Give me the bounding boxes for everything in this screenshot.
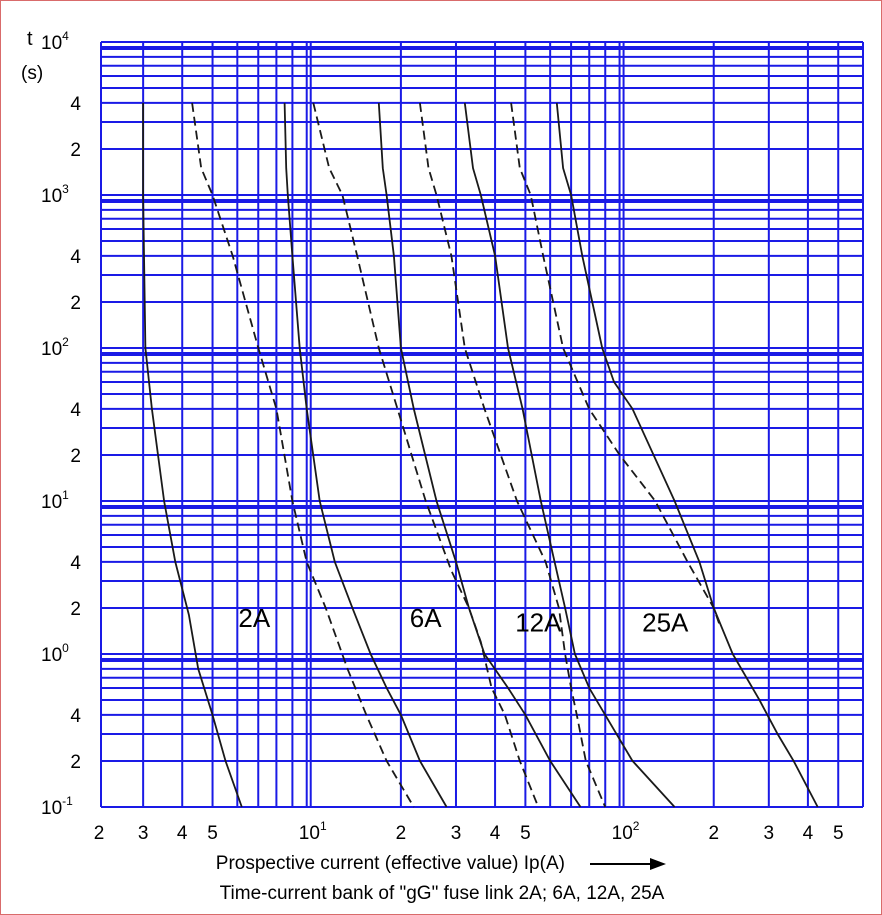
curve-label-6A: 6A <box>410 603 442 633</box>
x-tick-label: 5 <box>207 823 218 844</box>
x-tick-label: 3 <box>138 823 149 844</box>
x-tick-label: 3 <box>451 823 462 844</box>
curve-6A-solid <box>283 102 448 808</box>
curve-label-25A: 25A <box>642 608 689 638</box>
curve-label-12A: 12A <box>515 608 562 638</box>
x-tick-label: 2 <box>94 823 105 844</box>
fuse-curves <box>142 102 819 808</box>
x-tick-label: 2 <box>396 823 407 844</box>
y-axis-unit: (s) <box>21 63 43 84</box>
x-tick-label: 3 <box>764 823 775 844</box>
y-axis-symbol: t <box>27 28 33 50</box>
y-tick-label: 2 <box>70 752 81 773</box>
x-tick-label: 4 <box>490 823 501 844</box>
curve-25A-dashed <box>510 102 722 628</box>
curve-2A-dashed <box>191 102 415 808</box>
y-tick-label: 4 <box>70 94 81 115</box>
y-tick-label: 2 <box>70 599 81 620</box>
x-tick-label: 101 <box>299 819 327 844</box>
curve-12A-solid <box>463 102 676 808</box>
y-tick-label: 101 <box>41 488 69 513</box>
curve-12A-dashed <box>419 102 607 808</box>
curve-6A-dashed <box>312 102 540 808</box>
chart-title: Time-current bank of "gG" fuse link 2A; … <box>219 883 665 904</box>
arrow-right-icon <box>590 857 667 870</box>
x-tick-label: 4 <box>803 823 814 844</box>
y-tick-label: 2 <box>70 293 81 314</box>
x-axis-label: Prospective current (effective value) Ip… <box>215 853 565 874</box>
y-tick-label: 104 <box>41 29 69 54</box>
y-tick-label: 4 <box>70 706 81 727</box>
y-tick-label: 4 <box>70 553 81 574</box>
curve-12A-solid <box>377 102 582 808</box>
x-tick-label: 2 <box>708 823 719 844</box>
y-tick-label: 2 <box>70 446 81 467</box>
x-axis-label-row: Prospective current (effective value) Ip… <box>1 853 882 875</box>
grid-lines <box>100 41 864 808</box>
y-tick-label: 10-1 <box>41 794 73 819</box>
curve-25A-solid <box>555 102 819 808</box>
curve-labels: 2A 6A 12A 25A <box>238 603 689 638</box>
x-tick-labels: 2 3 4 5 101 2 3 4 5 102 2 3 4 5 <box>94 819 844 844</box>
y-tick-label: 4 <box>70 247 81 268</box>
y-tick-label: 4 <box>70 400 81 421</box>
y-tick-label: 100 <box>41 641 69 666</box>
y-tick-label: 103 <box>41 182 69 207</box>
curve-2A-solid <box>142 102 243 808</box>
x-tick-label: 5 <box>520 823 531 844</box>
x-tick-label: 4 <box>177 823 188 844</box>
curve-label-2A: 2A <box>238 603 270 633</box>
y-tick-label: 2 <box>70 140 81 161</box>
x-tick-label: 102 <box>612 819 640 844</box>
x-tick-label: 5 <box>833 823 844 844</box>
y-tick-label: 102 <box>41 335 69 360</box>
